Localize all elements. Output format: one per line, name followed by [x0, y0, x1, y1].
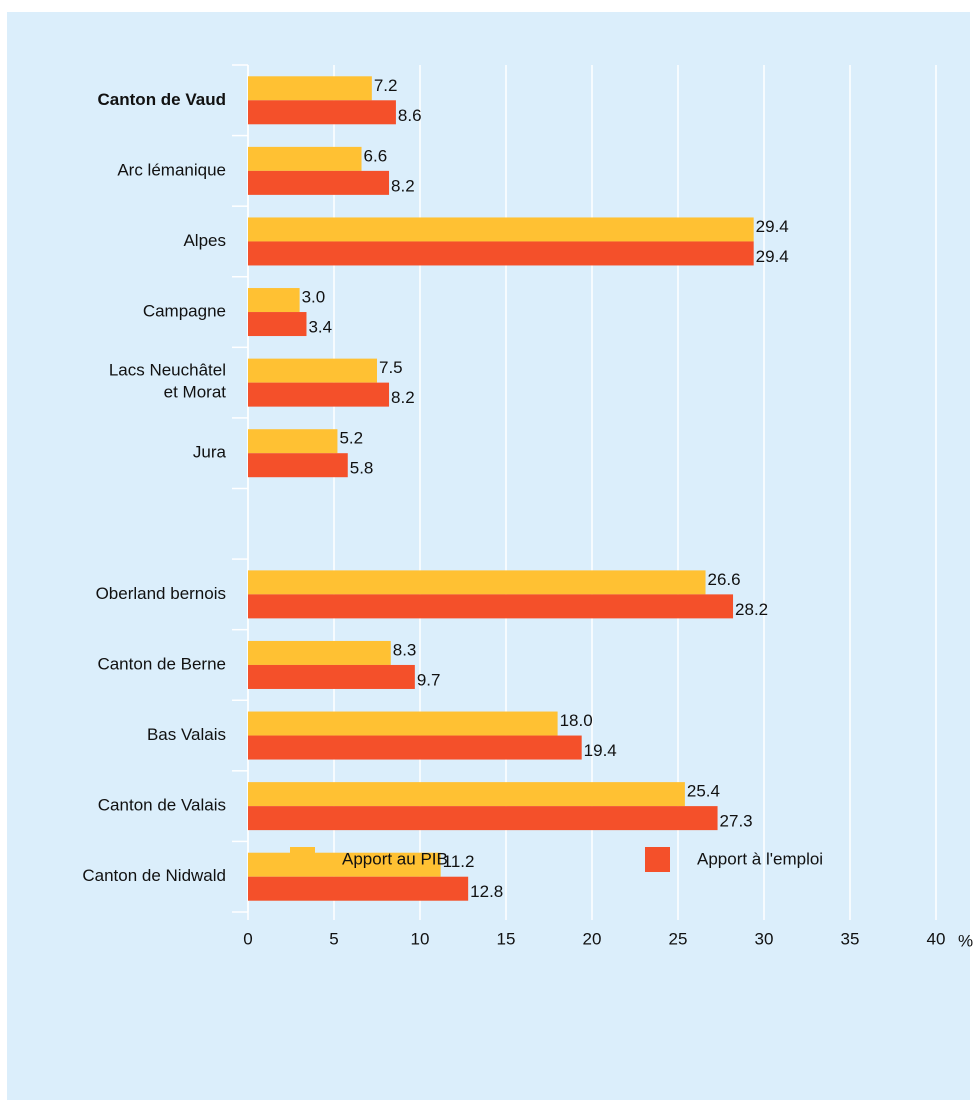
y-tick-label: Bas Valais [147, 725, 226, 744]
bar [248, 782, 685, 807]
y-tick-label: Campagne [143, 302, 226, 321]
bar [248, 429, 338, 454]
y-tick-label: Oberland bernois [96, 584, 226, 603]
value-label: 8.2 [391, 176, 415, 195]
legend-label: Apport à l'emploi [697, 849, 823, 868]
bar [248, 217, 754, 242]
background [7, 12, 970, 1100]
x-tick-label: 25 [669, 929, 688, 948]
bar [248, 288, 300, 313]
value-label: 18.0 [560, 711, 593, 730]
y-tick-label: Alpes [183, 231, 226, 250]
x-tick-label: 10 [411, 929, 430, 948]
bar [248, 640, 391, 665]
value-label: 28.2 [735, 600, 768, 619]
value-label: 7.5 [379, 358, 403, 377]
value-label: 3.4 [308, 318, 332, 337]
value-label: 26.6 [708, 570, 741, 589]
x-tick-label: 20 [583, 929, 602, 948]
bar [248, 358, 377, 383]
y-tick-label: Arc lémanique [117, 160, 226, 179]
y-tick-label: Lacs Neuchâtel et Morat [109, 361, 226, 402]
bar [248, 100, 396, 125]
value-label: 5.2 [339, 429, 363, 448]
value-label: 8.3 [393, 640, 417, 659]
y-tick-label: Canton de Nidwald [82, 866, 226, 885]
x-tick-label: 5 [329, 929, 338, 948]
value-label: 12.8 [470, 882, 503, 901]
bar [248, 852, 441, 877]
value-label: 9.7 [417, 670, 441, 689]
bar [248, 453, 348, 478]
bar [248, 570, 706, 595]
bar [248, 735, 582, 760]
value-label: 25.4 [687, 782, 720, 801]
value-label: 29.4 [756, 217, 789, 236]
y-tick-label: Canton de Valais [98, 796, 226, 815]
bar [248, 876, 469, 901]
value-label: 8.2 [391, 388, 415, 407]
x-tick-label: 30 [755, 929, 774, 948]
y-tick-label: Jura [193, 443, 227, 462]
y-tick-label: Canton de Vaud [98, 90, 226, 109]
bar [248, 664, 415, 689]
value-label: 19.4 [584, 741, 617, 760]
x-tick-label: 35 [841, 929, 860, 948]
value-label: 8.6 [398, 106, 422, 125]
value-label: 3.0 [302, 288, 326, 307]
legend-swatch [290, 847, 315, 872]
x-tick-label: 15 [497, 929, 516, 948]
bar [248, 241, 754, 266]
bar [248, 594, 734, 619]
bar [248, 711, 558, 736]
value-label: 29.4 [756, 247, 789, 266]
value-label: 27.3 [720, 812, 753, 831]
value-label: 6.6 [364, 146, 388, 165]
bar [248, 382, 390, 407]
value-label: 5.8 [350, 459, 374, 478]
x-unit: % [958, 931, 973, 950]
bar [248, 76, 372, 101]
bar [248, 312, 307, 337]
legend-label: Apport au PIB [342, 849, 448, 868]
value-label: 11.2 [443, 852, 475, 871]
x-tick-label: 40 [927, 929, 946, 948]
x-tick-label: 0 [243, 929, 252, 948]
bar [248, 146, 362, 171]
bar [248, 170, 390, 195]
bar [248, 806, 718, 831]
value-label: 7.2 [374, 76, 398, 95]
y-tick-label: Canton de Berne [97, 654, 226, 673]
legend-swatch [645, 847, 670, 872]
